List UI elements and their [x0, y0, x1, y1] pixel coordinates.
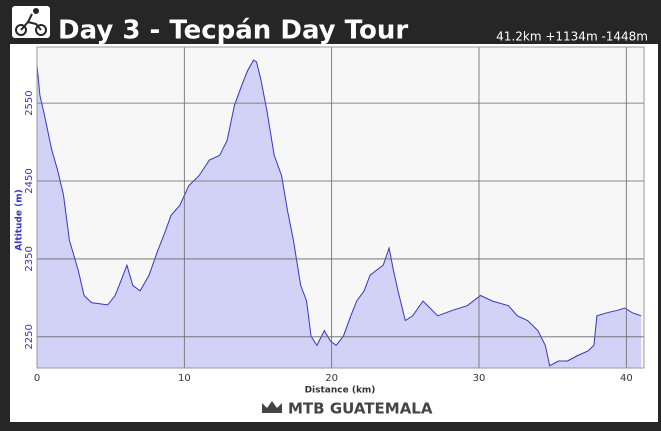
y-tick-label: 2250 — [24, 324, 35, 349]
y-tick-label: 2350 — [24, 246, 35, 271]
y-tick-label: 2550 — [24, 90, 35, 115]
x-tick-label: 10 — [178, 373, 191, 384]
x-tick-label: 40 — [620, 373, 633, 384]
x-tick-label: 20 — [325, 373, 338, 384]
plot-border — [36, 46, 645, 369]
x-tick-label: 30 — [473, 373, 486, 384]
title: Day 3 - Tecpán Day Tour — [58, 16, 408, 46]
x-tick-label: 0 — [34, 373, 40, 384]
logo: MTB GUATEMALA — [262, 400, 433, 418]
line — [36, 59, 642, 367]
x-axis-title: Distance (km) — [305, 386, 376, 396]
y-axis-title: Altitude (m) — [15, 189, 25, 250]
bike-icon — [12, 6, 50, 38]
logo-text: MTB GUATEMALA — [288, 400, 433, 418]
stats: 41.2km +1134m -1448m — [496, 30, 648, 44]
area — [37, 60, 642, 368]
y-tick-label: 2450 — [24, 168, 35, 193]
